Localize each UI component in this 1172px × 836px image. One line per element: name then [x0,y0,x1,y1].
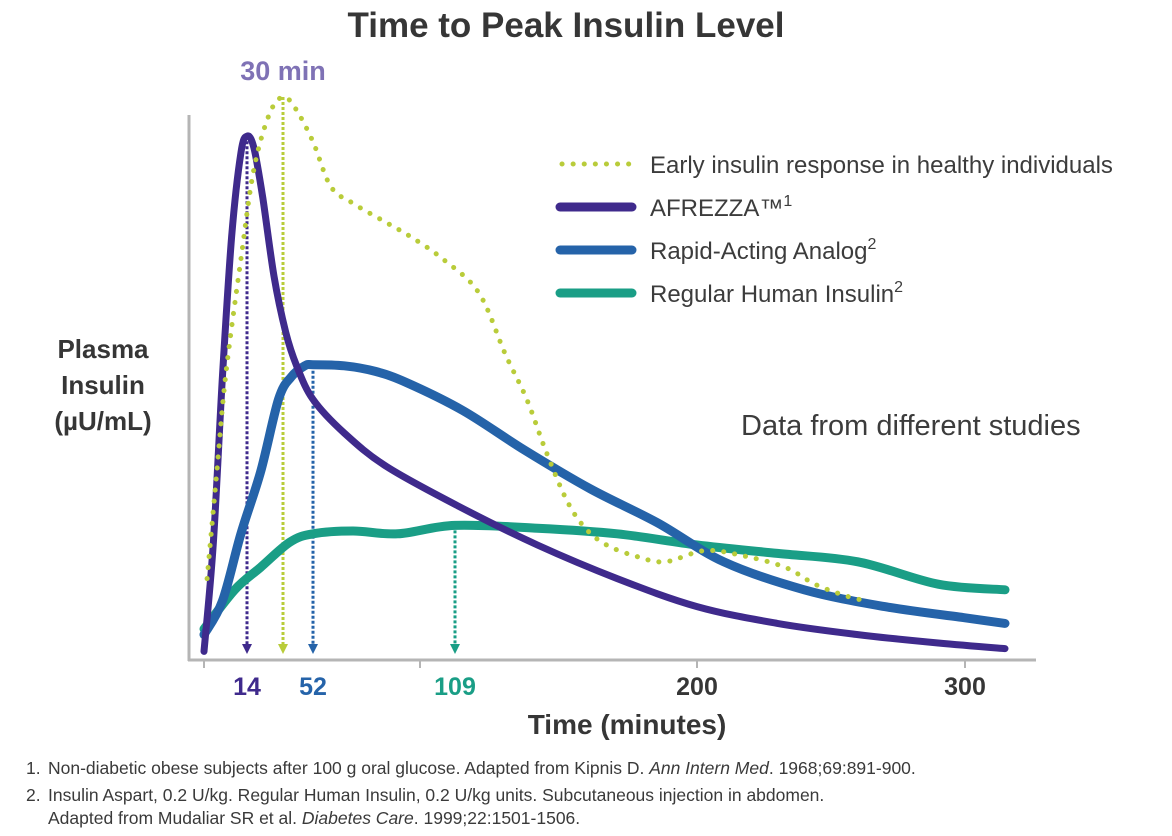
series-line-regular-human-insulin [199,520,1010,634]
x-axis-label: Time (minutes) [528,709,727,740]
peak-arrowhead [450,644,460,654]
peak-time-label: 52 [299,673,327,701]
peak-arrowhead [242,644,252,654]
legend-label: AFREZZA™1 [650,193,792,222]
peak-markers: 14 30 min 52 109 [233,56,476,701]
legend-label: Regular Human Insulin2 [650,279,903,308]
y-axis-label-line: Insulin [61,370,145,400]
legend-footnote-ref: 2 [894,279,903,296]
legend-footnote-ref: 1 [783,193,792,210]
peak-arrowhead [308,644,318,654]
x-tick-label: 300 [944,673,986,701]
peak-time-label: 14 [233,673,261,701]
footnotes: 1. Non-diabetic obese subjects after 100 … [26,757,1166,834]
x-tick-label: 200 [676,673,718,701]
peak-arrowhead [278,644,288,654]
footnote: 1. Non-diabetic obese subjects after 100 … [26,758,916,778]
y-axis-label: Plasma Insulin (µU/mL) [54,334,151,436]
peak-time-label: 109 [434,673,476,701]
legend-label: Rapid-Acting Analog2 [650,236,876,265]
series-lines [199,94,1010,655]
data-source-annotation: Data from different studies [741,410,1081,442]
y-axis-label-line: Plasma [57,334,149,364]
legend-label: Early insulin response in healthy indivi… [650,152,1113,179]
x-ticks: 200 300 [203,660,986,701]
series-line-rapid-acting-analog [199,359,1010,640]
legend: Early insulin response in healthy indivi… [555,152,1113,308]
y-axis-label-line: (µU/mL) [54,406,151,436]
series-line-afrezza [200,132,1009,655]
peak-time-label: 30 min [240,56,326,86]
footnote: 2. Insulin Aspart, 0.2 U/kg. Regular Huma… [26,785,825,828]
series-line-early-insulin-response-in-healthy-individuals [204,94,869,604]
legend-footnote-ref: 2 [867,236,876,253]
chart-title: Time to Peak Insulin Level [347,6,784,45]
